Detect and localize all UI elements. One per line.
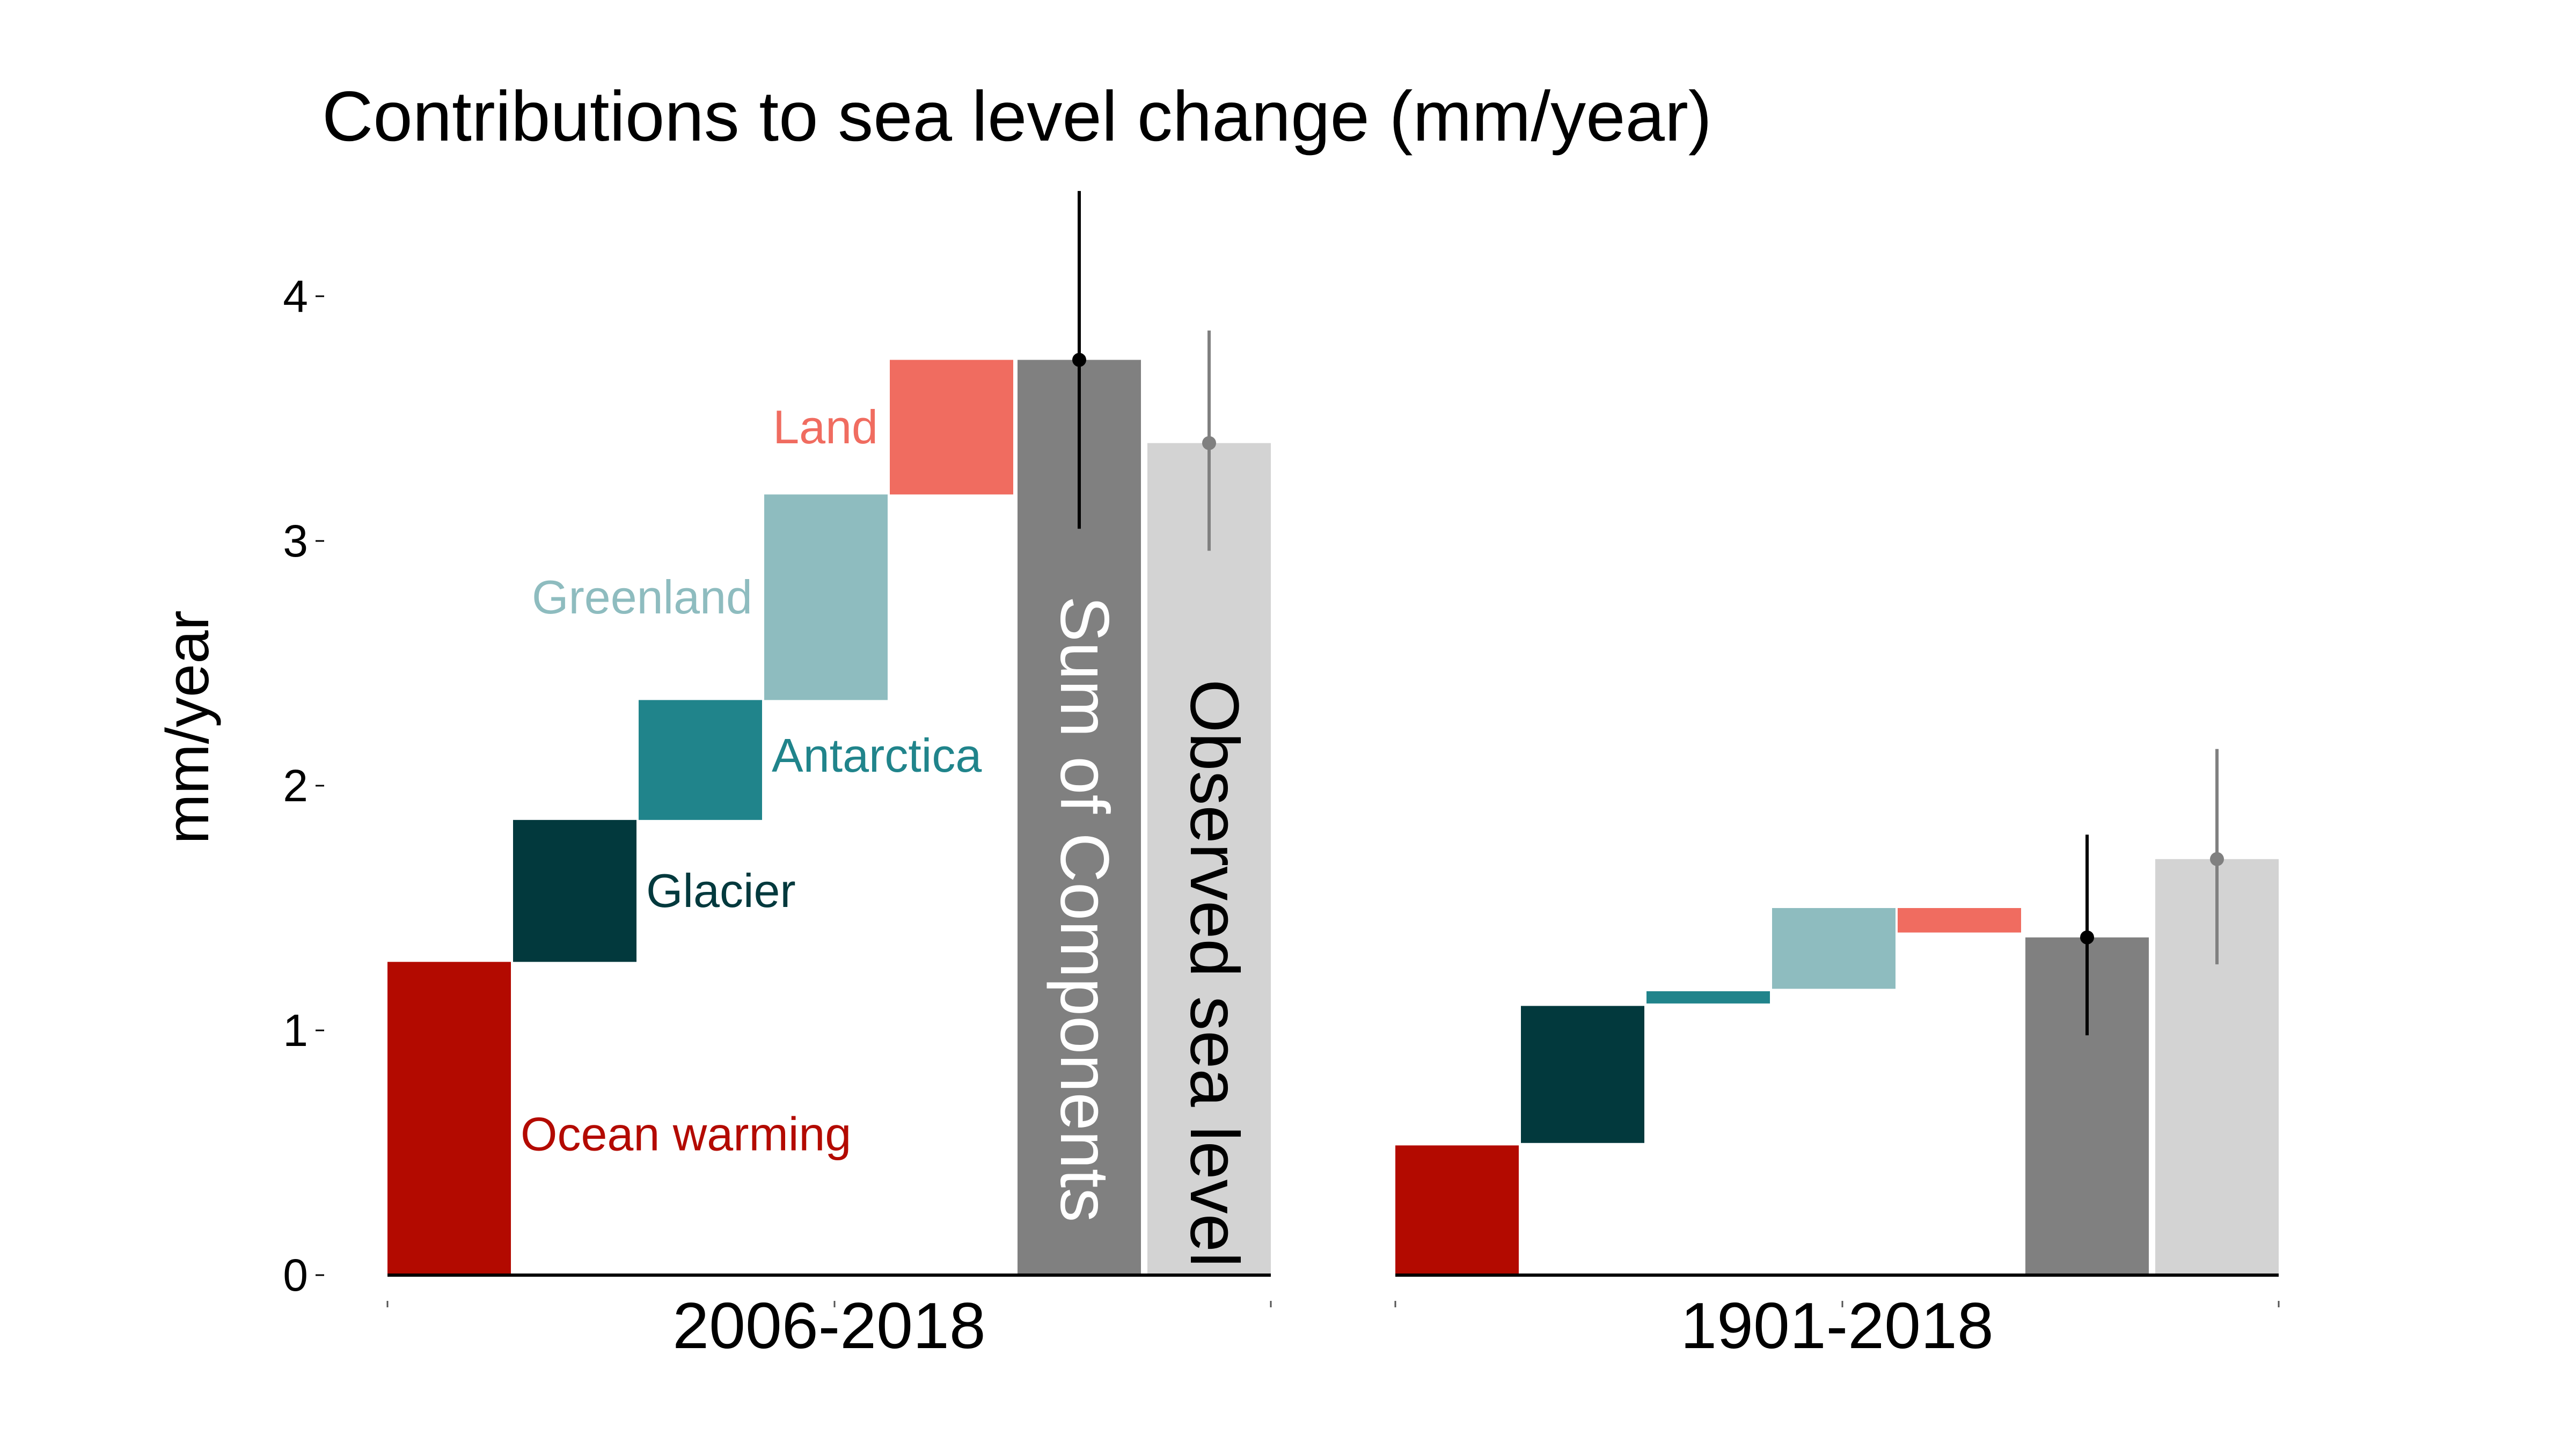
greenland-bar — [764, 494, 888, 700]
y-tick-label: 4 — [283, 271, 308, 321]
observed-sea-level-mean-dot — [2210, 852, 2224, 866]
ocean-warming-bar — [387, 962, 511, 1275]
panel-1901-2018: 1901-2018 — [1394, 749, 2280, 1362]
y-axis: 0 1 2 3 4 — [283, 271, 324, 1300]
antarctica-bar — [1646, 991, 1770, 1004]
y-tick-label: 2 — [283, 760, 308, 811]
glacier-bar — [513, 819, 636, 962]
y-axis-label: mm/year — [154, 610, 221, 844]
antarctica-label: Antarctica — [772, 729, 982, 782]
ocean-warming-label: Ocean warming — [521, 1107, 851, 1160]
period-label: 2006-2018 — [672, 1289, 985, 1362]
y-tick-label: 3 — [283, 516, 308, 566]
land-bar — [890, 360, 1013, 495]
sum-of-components-mean-dot — [2080, 930, 2094, 945]
observed-sea-level-bar — [1147, 443, 1271, 1275]
glacier-bar — [1521, 1006, 1644, 1143]
observed-sea-level-label: Observed sea level — [1176, 679, 1253, 1268]
period-label: 1901-2018 — [1680, 1289, 1993, 1362]
sum-of-components-label: Sum of Components — [1046, 596, 1123, 1223]
chart-title: Contributions to sea level change (mm/ye… — [322, 77, 1712, 156]
land-bar — [1898, 908, 2021, 933]
greenland-label: Greenland — [532, 570, 752, 624]
greenland-bar — [1772, 908, 1896, 989]
y-tick-label: 0 — [283, 1250, 308, 1300]
panel-2006-2018: Ocean warming Glacier Antarctica Greenland L… — [386, 191, 1272, 1362]
y-tick-label: 1 — [283, 1005, 308, 1056]
glacier-label: Glacier — [646, 864, 796, 917]
observed-sea-level-mean-dot — [1202, 436, 1216, 450]
chart-panels: Ocean warming Glacier Antarctica Greenland L… — [386, 191, 2280, 1362]
land-label: Land — [773, 400, 878, 453]
antarctica-bar — [639, 700, 762, 820]
ocean-warming-bar — [1395, 1145, 1519, 1275]
sum-of-components-mean-dot — [1072, 353, 1086, 367]
